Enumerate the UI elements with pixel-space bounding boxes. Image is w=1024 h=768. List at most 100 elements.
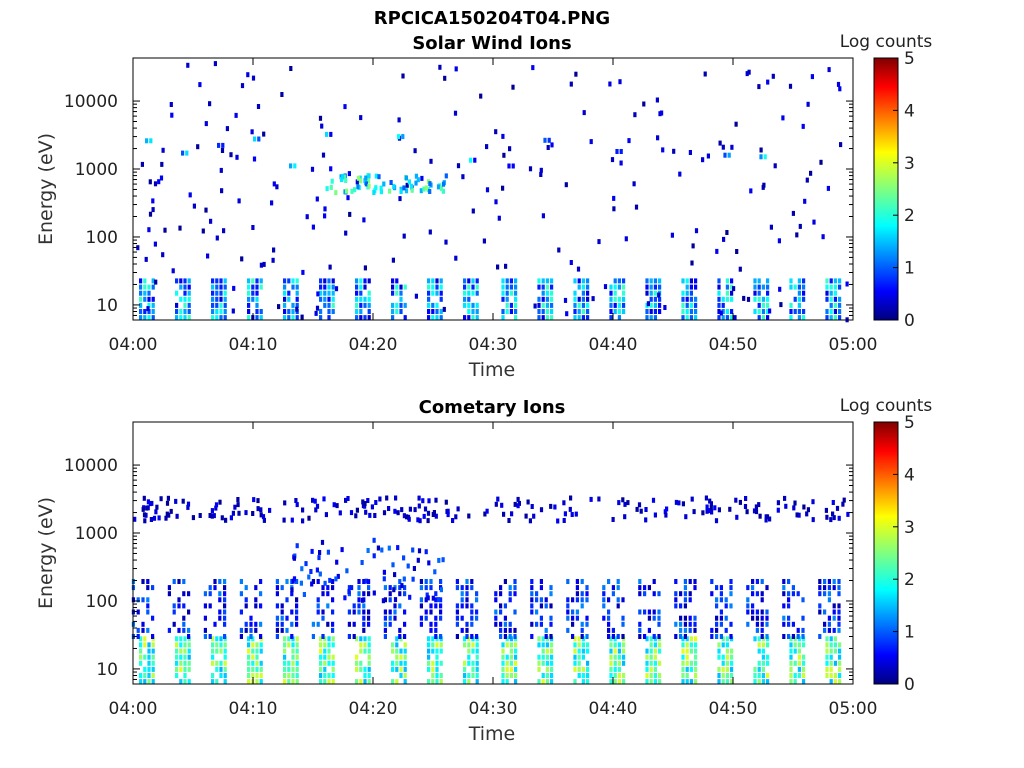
spectrogram-cell bbox=[757, 315, 761, 321]
spectrogram-cell bbox=[316, 609, 320, 615]
spectrogram-cell bbox=[762, 182, 766, 188]
spectrogram-cell bbox=[381, 598, 385, 604]
spectrogram-cell bbox=[161, 147, 165, 153]
spectrogram-cell bbox=[725, 230, 729, 235]
x-tick-label: 04:40 bbox=[589, 699, 638, 719]
spectrogram-cell bbox=[427, 666, 431, 672]
spectrogram-cell bbox=[637, 502, 642, 508]
spectrogram-cell bbox=[359, 666, 363, 672]
spectrogram-cell bbox=[586, 660, 590, 666]
spectrogram-cell bbox=[336, 573, 340, 579]
spectrogram-cell bbox=[751, 591, 755, 597]
spectrogram-cell bbox=[735, 249, 739, 254]
spectrogram-cell bbox=[259, 634, 263, 639]
spectrogram-cell bbox=[692, 509, 696, 515]
spectrogram-cell bbox=[585, 597, 589, 603]
spectrogram-cell bbox=[797, 666, 801, 672]
spectrogram-cell bbox=[394, 495, 398, 501]
spectrogram-cell bbox=[285, 579, 289, 584]
spectrogram-cell bbox=[544, 597, 548, 603]
spectrogram-cell bbox=[829, 673, 833, 678]
spectrogram-cell bbox=[427, 302, 431, 308]
spectrogram-cell bbox=[833, 284, 837, 290]
spectrogram-cell bbox=[157, 179, 161, 185]
spectrogram-cell bbox=[501, 133, 505, 139]
spectrogram-cell bbox=[722, 236, 726, 242]
spectrogram-cell bbox=[355, 666, 359, 672]
spectrogram-cell bbox=[797, 642, 801, 648]
spectrogram-cell bbox=[240, 256, 244, 262]
spectrogram-cell bbox=[208, 634, 212, 639]
spectrogram-cell bbox=[424, 549, 428, 555]
spectrogram-cell bbox=[255, 302, 259, 308]
spectrogram-cell bbox=[379, 189, 383, 195]
spectrogram-cell bbox=[535, 597, 539, 603]
spectrogram-cell bbox=[569, 495, 573, 501]
spectrogram-cell bbox=[638, 579, 642, 584]
spectrogram-cell bbox=[179, 660, 183, 666]
spectrogram-cell bbox=[362, 621, 366, 627]
spectrogram-cell bbox=[244, 627, 248, 633]
spectrogram-cell bbox=[757, 290, 761, 296]
spectrogram-cell bbox=[681, 296, 685, 302]
spectrogram-cell bbox=[327, 296, 331, 302]
spectrogram-cell bbox=[136, 597, 140, 603]
spectrogram-cell bbox=[453, 110, 458, 116]
spectrogram-cell bbox=[475, 654, 479, 660]
spectrogram-cell bbox=[622, 660, 626, 666]
spectrogram-cell bbox=[549, 503, 553, 509]
spectrogram-cell bbox=[574, 71, 578, 77]
spectrogram-cell bbox=[689, 309, 693, 314]
spectrogram-cell bbox=[589, 496, 593, 502]
spectrogram-cell bbox=[139, 642, 143, 648]
spectrogram-cell bbox=[391, 666, 395, 672]
spectrogram-cell bbox=[833, 660, 837, 666]
colorbar-tick-label: 3 bbox=[904, 154, 915, 174]
spectrogram-cell bbox=[550, 642, 554, 648]
spectrogram-cell bbox=[825, 642, 829, 648]
spectrogram-cell bbox=[463, 290, 467, 296]
spectrogram-cell bbox=[407, 179, 411, 185]
spectrogram-cell bbox=[144, 256, 148, 262]
spectrogram-cell bbox=[363, 302, 367, 308]
spectrogram-cell bbox=[674, 579, 678, 584]
spectrogram-cell bbox=[329, 184, 333, 190]
spectrogram-cell bbox=[283, 290, 287, 296]
spectrogram-cell bbox=[223, 673, 227, 678]
spectrogram-cell bbox=[357, 603, 361, 609]
spectrogram-cell bbox=[757, 502, 761, 508]
spectrogram-cell bbox=[367, 609, 371, 615]
spectrogram-cell bbox=[714, 518, 719, 524]
spectrogram-cell bbox=[603, 284, 608, 290]
spectrogram-cell bbox=[147, 673, 151, 678]
spectrogram-cell bbox=[291, 302, 295, 308]
spectrogram-cell bbox=[706, 508, 710, 514]
spectrogram-cell bbox=[300, 314, 304, 320]
spectrogram-cell bbox=[402, 576, 406, 582]
spectrogram-cell bbox=[203, 634, 207, 639]
spectrogram-cell bbox=[688, 615, 692, 621]
spectrogram-cell bbox=[143, 654, 147, 660]
spectrogram-cell bbox=[649, 679, 653, 685]
spectrogram-cell bbox=[392, 587, 396, 593]
spectrogram-cell bbox=[685, 636, 689, 642]
spectrogram-cell bbox=[291, 660, 295, 666]
spectrogram-cell bbox=[505, 679, 509, 685]
spectrogram-cell bbox=[503, 615, 507, 621]
spectrogram-cell bbox=[143, 278, 147, 284]
spectrogram-cell bbox=[175, 513, 179, 519]
spectrogram-cell bbox=[753, 309, 757, 314]
spectrogram-cell bbox=[475, 642, 479, 648]
spectrogram-cell bbox=[215, 284, 219, 290]
spectrogram-cell bbox=[501, 654, 505, 660]
spectrogram-cell bbox=[509, 648, 513, 654]
spectrogram-cell bbox=[254, 627, 258, 633]
spectrogram-cell bbox=[575, 579, 579, 584]
spectrogram-cell bbox=[417, 503, 421, 509]
spectrogram-cell bbox=[372, 190, 376, 195]
spectrogram-cell bbox=[211, 636, 215, 642]
spectrogram-cell bbox=[657, 292, 661, 298]
spectrogram-cell bbox=[150, 500, 154, 506]
spectrogram-cell bbox=[141, 627, 145, 633]
spectrogram-cell bbox=[314, 507, 318, 513]
